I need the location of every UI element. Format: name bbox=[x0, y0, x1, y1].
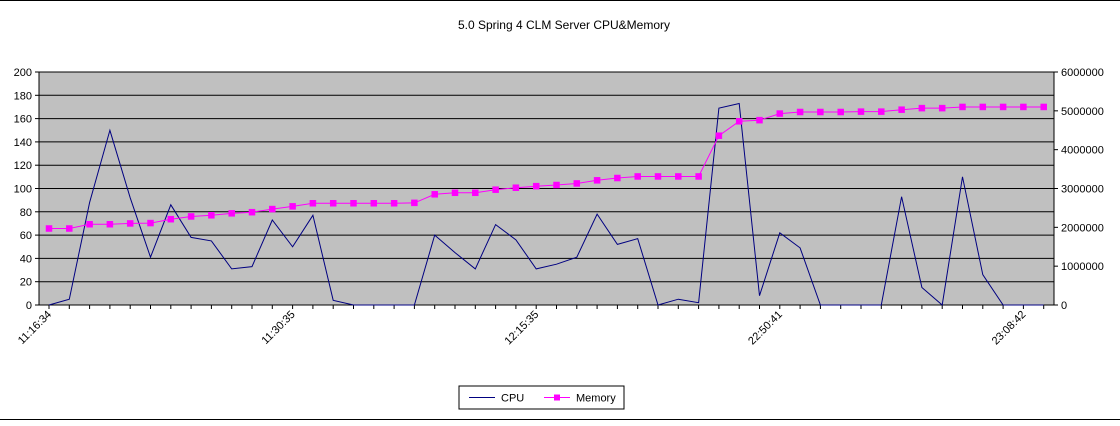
data-point-memory bbox=[959, 103, 966, 111]
right-axis-tick-label: 3000000 bbox=[1061, 184, 1104, 196]
series-cpu bbox=[48, 102, 1044, 306]
data-point-memory bbox=[228, 210, 235, 217]
data-point-memory bbox=[654, 173, 662, 180]
x-axis-tick-label: 23:08:42 bbox=[990, 309, 1029, 348]
left-axis-tick-label: 20 bbox=[20, 277, 32, 289]
chart-title: 5.0 Spring 4 CLM Server CPU&Memory bbox=[458, 18, 670, 32]
data-point-memory bbox=[512, 184, 520, 191]
series-layer bbox=[45, 102, 1047, 306]
left-axis-tick-label: 180 bbox=[14, 90, 32, 102]
data-point-memory bbox=[999, 103, 1007, 111]
left-axis-tick-label: 40 bbox=[20, 253, 32, 265]
data-point-memory bbox=[695, 173, 702, 180]
legend: CPU Memory bbox=[458, 385, 625, 410]
data-point-memory bbox=[289, 203, 296, 210]
data-point-memory bbox=[329, 200, 337, 207]
data-point-memory bbox=[938, 104, 946, 112]
data-point-memory bbox=[553, 181, 560, 189]
data-point-memory bbox=[878, 108, 885, 115]
x-axis-tick-label: 11:16:34 bbox=[16, 309, 54, 347]
data-point-memory bbox=[167, 215, 175, 223]
data-point-memory bbox=[593, 177, 601, 184]
data-point-memory bbox=[208, 212, 215, 219]
data-point-memory bbox=[269, 205, 276, 213]
data-point-memory bbox=[86, 220, 93, 228]
data-point-memory bbox=[187, 213, 195, 220]
left-y-axis: 0 20 40 60 80 100 120 140 160 180 200 bbox=[14, 67, 40, 312]
left-axis-tick-label: 60 bbox=[20, 230, 32, 242]
legend-swatch-marker bbox=[554, 394, 560, 401]
data-point-memory bbox=[735, 118, 743, 125]
series-line-cpu bbox=[48, 102, 1044, 306]
data-point-memory bbox=[675, 173, 682, 180]
left-axis-tick-label: 80 bbox=[20, 207, 32, 219]
data-point-memory bbox=[756, 116, 763, 124]
data-point-memory bbox=[431, 191, 438, 198]
data-point-memory bbox=[614, 174, 621, 182]
left-axis-tick-label: 120 bbox=[14, 160, 32, 172]
gridlines bbox=[39, 71, 1054, 283]
data-point-memory bbox=[370, 200, 378, 207]
frame-bottom-border bbox=[0, 419, 1120, 420]
data-point-memory bbox=[350, 200, 357, 207]
legend-item-cpu: CPU bbox=[469, 393, 524, 405]
legend-box bbox=[458, 385, 625, 410]
left-axis-tick-label: 140 bbox=[14, 137, 32, 149]
data-point-memory bbox=[918, 104, 926, 112]
data-point-memory bbox=[248, 208, 256, 216]
data-point-memory bbox=[472, 189, 479, 197]
data-point-memory bbox=[411, 199, 418, 207]
data-point-memory bbox=[532, 182, 540, 190]
data-point-memory bbox=[1040, 103, 1047, 111]
data-point-memory bbox=[1020, 103, 1027, 111]
data-point-memory bbox=[492, 186, 499, 193]
frame-top-border bbox=[0, 0, 1120, 1]
right-axis-tick-label: 6000000 bbox=[1061, 67, 1104, 79]
series-line-memory bbox=[49, 106, 1044, 229]
data-point-memory bbox=[715, 132, 723, 139]
data-point-memory bbox=[857, 108, 865, 115]
right-axis-tick-label: 1000000 bbox=[1061, 261, 1104, 273]
right-y-axis: 0 1000000 2000000 3000000 4000000 5000000 6000… bbox=[1053, 67, 1104, 312]
data-point-memory bbox=[147, 219, 154, 227]
data-point-memory bbox=[898, 106, 905, 113]
right-axis-tick-label: 0 bbox=[1061, 300, 1067, 312]
legend-item-memory: Memory bbox=[544, 393, 616, 405]
x-axis-tick-label: 22:50:41 bbox=[746, 309, 785, 348]
data-point-memory bbox=[390, 200, 398, 207]
data-point-memory bbox=[837, 108, 844, 116]
data-point-memory bbox=[817, 108, 824, 116]
data-point-memory bbox=[634, 173, 641, 180]
right-axis-tick-label: 4000000 bbox=[1061, 145, 1104, 157]
series-memory bbox=[45, 103, 1047, 232]
data-point-memory bbox=[451, 189, 459, 197]
data-point-memory bbox=[309, 200, 317, 207]
data-point-memory bbox=[45, 225, 53, 232]
left-axis-tick-label: 200 bbox=[14, 67, 32, 79]
right-axis-tick-label: 2000000 bbox=[1061, 222, 1104, 234]
data-point-memory bbox=[573, 180, 581, 187]
data-point-memory bbox=[776, 110, 784, 117]
x-axis: 11:16:34 11:30:35 12:15:35 22:50:41 23:08:42 bbox=[16, 304, 1054, 348]
data-point-memory bbox=[979, 103, 987, 111]
left-axis-tick-label: 160 bbox=[14, 114, 32, 126]
data-point-memory bbox=[106, 220, 114, 228]
x-axis-tick-label: 12:15:35 bbox=[503, 309, 542, 348]
data-point-memory bbox=[796, 108, 804, 116]
x-axis-tick-label: 11:30:35 bbox=[260, 309, 298, 347]
right-axis-tick-label: 5000000 bbox=[1061, 106, 1104, 118]
legend-label: Memory bbox=[576, 393, 616, 405]
left-axis-tick-label: 0 bbox=[26, 300, 32, 312]
data-point-memory bbox=[66, 225, 73, 232]
legend-label: CPU bbox=[501, 393, 524, 405]
left-axis-tick-label: 100 bbox=[14, 184, 32, 196]
data-point-memory bbox=[126, 220, 134, 227]
